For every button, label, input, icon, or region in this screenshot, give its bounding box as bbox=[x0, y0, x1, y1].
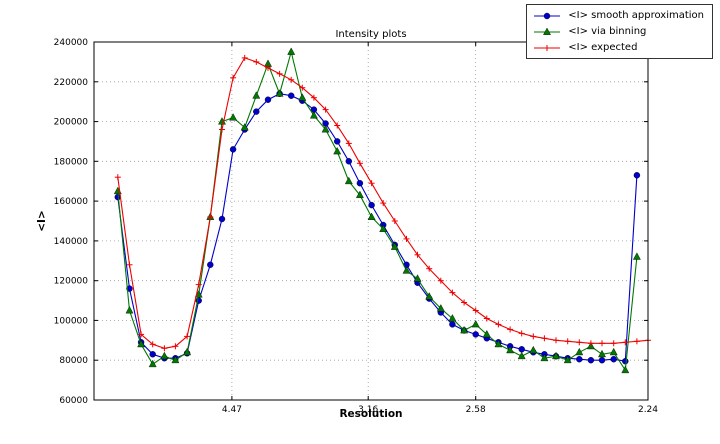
marker-circle-icon bbox=[229, 146, 237, 153]
marker-circle-icon bbox=[587, 357, 595, 364]
marker-circle-icon bbox=[610, 356, 617, 363]
marker-circle-icon bbox=[472, 331, 479, 338]
marker-triangle-icon bbox=[379, 224, 388, 232]
marker-triangle-icon bbox=[425, 292, 434, 300]
y-tick-label: 80000 bbox=[59, 356, 88, 366]
marker-triangle-icon bbox=[621, 365, 630, 374]
marker-triangle-icon bbox=[517, 351, 526, 360]
marker-triangle-icon bbox=[575, 347, 584, 356]
marker-triangle-icon bbox=[529, 345, 538, 354]
marker-triangle-icon bbox=[252, 91, 261, 99]
axes-border bbox=[93, 41, 649, 401]
marker-triangle-icon bbox=[137, 339, 146, 348]
marker-circle-icon bbox=[264, 96, 272, 103]
marker-triangle-icon bbox=[471, 319, 480, 328]
marker-triangle-icon bbox=[229, 113, 238, 121]
marker-circle-icon bbox=[598, 357, 606, 364]
y-tick-label: 220000 bbox=[54, 78, 89, 88]
marker-circle-icon bbox=[356, 179, 364, 187]
marker-circle-icon bbox=[288, 92, 295, 99]
marker-triangle-icon bbox=[390, 242, 399, 250]
x-tick-label: 4.47 bbox=[222, 405, 242, 415]
marker-circle-icon bbox=[518, 346, 525, 353]
series-line-smooth bbox=[117, 93, 638, 362]
marker-triangle-icon bbox=[598, 349, 606, 358]
legend-item-binning: <I> via binning bbox=[532, 24, 704, 39]
marker-triangle-icon bbox=[482, 329, 491, 338]
marker-triangle-icon bbox=[344, 176, 353, 185]
marker-triangle-icon bbox=[367, 212, 376, 220]
marker-triangle-icon bbox=[436, 304, 445, 312]
marker-triangle-icon bbox=[160, 351, 169, 360]
marker-triangle-icon bbox=[494, 339, 503, 348]
marker-triangle-icon bbox=[240, 123, 249, 131]
marker-circle-icon bbox=[633, 172, 641, 179]
marker-triangle-icon bbox=[413, 274, 422, 282]
x-axis-label: Resolution bbox=[339, 408, 403, 420]
marker-triangle-icon bbox=[183, 347, 192, 356]
y-tick-label: 120000 bbox=[54, 277, 89, 287]
legend-plus-sample-icon bbox=[534, 44, 561, 51]
legend: <I> smooth approximation <I> via binning <… bbox=[526, 4, 713, 59]
series-expected bbox=[114, 54, 651, 352]
marker-circle-icon bbox=[334, 138, 341, 145]
marker-circle-icon bbox=[368, 201, 375, 209]
y-tick-label: 60000 bbox=[59, 396, 88, 406]
marker-triangle-icon bbox=[275, 89, 284, 97]
marker-triangle-icon bbox=[171, 355, 180, 364]
marker-circle-icon bbox=[544, 12, 551, 19]
marker-triangle-icon bbox=[309, 111, 318, 119]
x-tick-label: 3.16 bbox=[358, 405, 378, 415]
legend-item-smooth: <I> smooth approximation bbox=[532, 8, 704, 23]
marker-triangle-icon bbox=[609, 347, 618, 356]
marker-triangle-icon bbox=[402, 266, 411, 274]
marker-triangle-icon bbox=[460, 325, 469, 334]
legend-label: <I> smooth approximation bbox=[568, 10, 704, 21]
marker-triangle-icon bbox=[148, 359, 157, 368]
y-axis-label: <I> bbox=[36, 210, 48, 232]
marker-triangle-icon bbox=[632, 252, 641, 260]
marker-triangle-icon bbox=[287, 47, 296, 55]
chart-title: Intensity plots bbox=[335, 29, 407, 40]
marker-triangle-icon bbox=[298, 93, 307, 101]
marker-triangle-icon bbox=[543, 27, 552, 35]
marker-triangle-icon bbox=[448, 314, 457, 322]
marker-circle-icon bbox=[149, 351, 156, 358]
legend-item-expected: <I> expected bbox=[532, 40, 704, 55]
marker-triangle-icon bbox=[125, 306, 134, 314]
marker-triangle-icon bbox=[552, 351, 560, 360]
y-tick-label: 140000 bbox=[54, 237, 89, 247]
y-tick-label: 180000 bbox=[54, 157, 89, 167]
y-tick-label: 100000 bbox=[54, 316, 89, 326]
marker-triangle-icon bbox=[321, 125, 330, 133]
marker-circle-icon bbox=[449, 321, 456, 328]
y-tick-label: 240000 bbox=[54, 38, 89, 48]
marker-circle-icon bbox=[218, 215, 226, 223]
marker-triangle-icon bbox=[355, 190, 364, 198]
legend-circle-sample-icon bbox=[534, 12, 561, 19]
marker-circle-icon bbox=[207, 261, 214, 268]
marker-triangle-icon bbox=[540, 353, 549, 362]
marker-circle-icon bbox=[253, 108, 260, 115]
series-smooth bbox=[114, 90, 641, 365]
marker-circle-icon bbox=[576, 356, 583, 363]
x-tick-label: 2.24 bbox=[638, 405, 658, 415]
legend-label: <I> expected bbox=[568, 42, 638, 53]
series-binning bbox=[113, 47, 641, 374]
legend-label: <I> via binning bbox=[568, 26, 647, 37]
marker-triangle-icon bbox=[506, 345, 515, 354]
y-tick-label: 200000 bbox=[54, 118, 89, 128]
marker-triangle-icon bbox=[333, 146, 342, 155]
marker-triangle-icon bbox=[563, 355, 572, 364]
x-tick-label: 2.58 bbox=[466, 405, 486, 415]
legend-triangle-sample-icon bbox=[534, 27, 561, 35]
y-tick-label: 160000 bbox=[54, 197, 89, 207]
marker-circle-icon bbox=[622, 358, 629, 365]
series-line-binning bbox=[117, 49, 638, 372]
marker-circle-icon bbox=[345, 158, 352, 165]
